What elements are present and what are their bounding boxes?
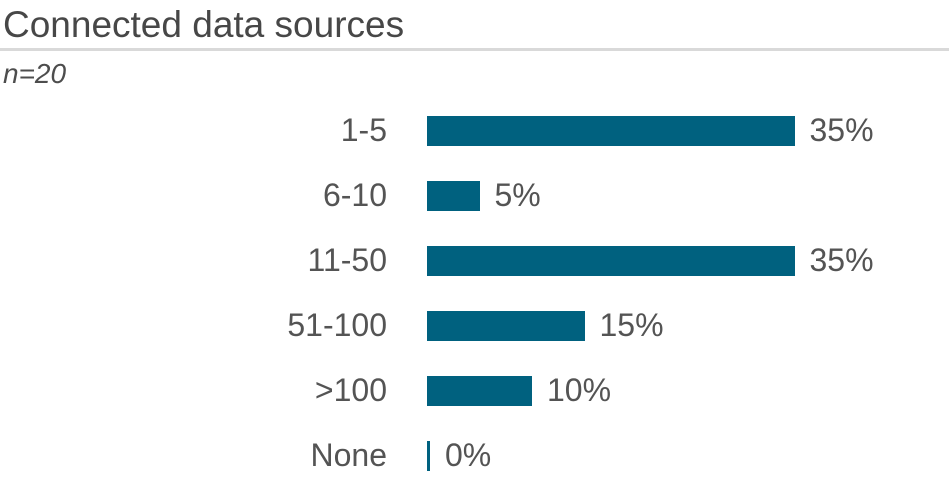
- chart-row: 51-100 15%: [0, 293, 949, 358]
- category-label: 51-100: [287, 307, 387, 343]
- value-label: 5%: [494, 177, 541, 213]
- category-label: None: [310, 437, 388, 473]
- bar-chart: 1-5 35% 6-10 5% 11-50 35% 51-100 15% >10…: [0, 98, 949, 483]
- bar: [427, 375, 532, 406]
- value-label: 35%: [809, 112, 874, 148]
- title-separator: [0, 48, 949, 51]
- sample-size-label: n=20: [3, 58, 67, 89]
- category-label: 11-50: [307, 242, 387, 278]
- chart-row: None 0%: [0, 423, 949, 483]
- chart-row: 6-10 5%: [0, 163, 949, 228]
- bar: [427, 180, 480, 211]
- bar: [427, 115, 795, 146]
- chart-row: >100 10%: [0, 358, 949, 423]
- bar-track: [427, 310, 585, 341]
- bar: [427, 440, 430, 471]
- category-label: 6-10: [322, 177, 387, 213]
- bar: [427, 245, 795, 276]
- bar-track: [427, 115, 795, 146]
- chart-row: 11-50 35%: [0, 228, 949, 293]
- value-label: 10%: [547, 372, 612, 408]
- category-label: 1-5: [340, 112, 387, 148]
- chart-row: 1-5 35%: [0, 98, 949, 163]
- bar-track: [427, 375, 532, 406]
- bar-track: [427, 440, 430, 471]
- bar-track: [427, 180, 480, 211]
- value-label: 35%: [809, 242, 874, 278]
- bar: [427, 310, 585, 341]
- value-label: 0%: [445, 437, 492, 473]
- bar-track: [427, 245, 795, 276]
- value-label: 15%: [599, 307, 664, 343]
- page-title: Connected data sources: [3, 4, 405, 45]
- category-label: >100: [314, 372, 387, 408]
